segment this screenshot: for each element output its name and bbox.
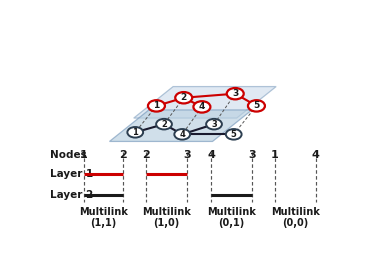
Text: Multilink: Multilink <box>79 207 128 216</box>
Circle shape <box>127 127 143 138</box>
Text: Multilink: Multilink <box>271 207 319 216</box>
Text: 1: 1 <box>153 101 160 110</box>
Text: Multilink: Multilink <box>207 207 256 216</box>
Circle shape <box>226 129 242 140</box>
Text: 3: 3 <box>248 150 256 160</box>
Text: Layer 1: Layer 1 <box>50 169 93 179</box>
Text: 1: 1 <box>80 150 88 160</box>
Polygon shape <box>109 110 252 142</box>
Text: 4: 4 <box>312 150 319 160</box>
Text: Nodes: Nodes <box>50 150 87 160</box>
Circle shape <box>156 119 172 129</box>
Circle shape <box>206 119 222 129</box>
Text: 2: 2 <box>161 120 167 129</box>
Text: 3: 3 <box>183 150 190 160</box>
Text: Multilink: Multilink <box>142 207 191 216</box>
Text: 2: 2 <box>181 93 187 102</box>
Text: (0,1): (0,1) <box>218 218 245 228</box>
Polygon shape <box>134 87 276 118</box>
Text: 2: 2 <box>119 150 127 160</box>
Circle shape <box>148 100 165 112</box>
Text: (1,1): (1,1) <box>90 218 117 228</box>
Circle shape <box>227 88 244 99</box>
Circle shape <box>175 92 192 103</box>
Text: 3: 3 <box>211 120 217 129</box>
Text: (1,0): (1,0) <box>153 218 179 228</box>
Text: 5: 5 <box>231 130 237 139</box>
Text: 3: 3 <box>232 89 239 98</box>
Text: (0,0): (0,0) <box>282 218 308 228</box>
Circle shape <box>248 100 265 112</box>
Text: 4: 4 <box>179 130 185 139</box>
Text: 5: 5 <box>253 101 260 110</box>
Text: Layer 2: Layer 2 <box>50 190 93 200</box>
Text: 4: 4 <box>199 102 205 111</box>
Text: 1: 1 <box>271 150 278 160</box>
Circle shape <box>174 129 190 140</box>
Text: 4: 4 <box>207 150 215 160</box>
Text: 1: 1 <box>132 128 138 137</box>
Circle shape <box>194 101 210 112</box>
Text: 2: 2 <box>142 150 150 160</box>
